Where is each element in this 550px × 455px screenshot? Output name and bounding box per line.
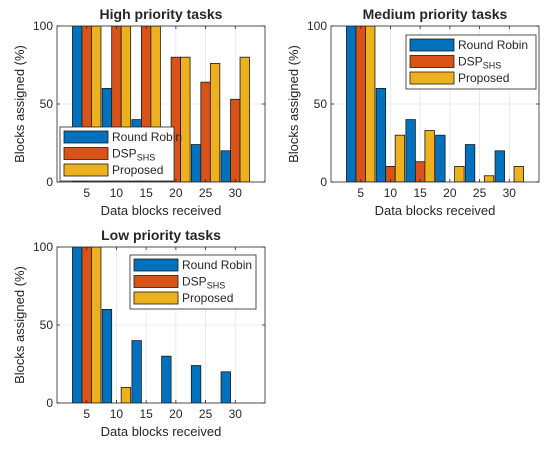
bar-proposed-10 (394, 134, 406, 182)
y-axis-label: Blocks assigned (%) (12, 45, 27, 163)
legend-swatch (133, 291, 179, 305)
chart-title: High priority tasks (100, 6, 223, 22)
bars (72, 26, 250, 182)
bar-round-robin-30 (494, 150, 505, 182)
chart-title: Medium priority tasks (363, 6, 508, 22)
x-tick-label: 25 (199, 186, 213, 200)
bar-round-robin-15 (405, 119, 416, 182)
bars (346, 26, 524, 182)
bar-dsp-5 (81, 247, 92, 403)
x-tick-label: 5 (83, 186, 90, 200)
bar-round-robin-20 (161, 355, 172, 403)
legend-swatch (409, 71, 455, 85)
legend-swatch (63, 163, 109, 177)
legend-label: Proposed (112, 163, 163, 177)
bar-round-robin-20 (435, 134, 446, 182)
bar-proposed-25 (209, 63, 221, 182)
x-tick-label: 20 (443, 186, 457, 200)
bar-dsp-5 (355, 26, 366, 182)
bar-round-robin-25 (464, 144, 476, 182)
x-axis-label: Data blocks received (101, 203, 222, 218)
y-tick-label: 50 (40, 318, 54, 332)
y-tick-label: 0 (46, 396, 53, 410)
legend-swatch (63, 147, 109, 160)
bar-round-robin-5 (72, 247, 83, 403)
bar-proposed-30 (513, 165, 524, 182)
x-axis-label: Data blocks received (375, 203, 496, 218)
bar-proposed-10 (120, 26, 132, 182)
x-tick-label: 20 (169, 186, 183, 200)
legend-label: Proposed (182, 291, 233, 305)
bar-round-robin-25 (190, 144, 202, 182)
legend-swatch (409, 55, 455, 68)
bars (72, 247, 231, 403)
x-tick-label: 15 (413, 186, 427, 200)
bar-proposed-5 (91, 26, 102, 182)
legend-label: Round Robin (182, 258, 252, 272)
chart-title: Low priority tasks (101, 227, 221, 243)
y-tick-label: 100 (33, 240, 53, 254)
x-axis-label: Data blocks received (101, 424, 222, 439)
x-tick-label: 5 (83, 407, 90, 421)
x-tick-label: 25 (199, 407, 213, 421)
panel-2: 5 10 15 20 25 30 0 50 100 Medium priority tasks Da… (286, 6, 540, 218)
x-tick-label: 5 (357, 186, 364, 200)
x-tick-label: 10 (110, 186, 124, 200)
x-tick-label: 30 (503, 186, 517, 200)
bar-dsp-30 (230, 98, 241, 182)
bar-round-robin-10 (375, 88, 387, 182)
y-tick-label: 100 (33, 19, 53, 33)
x-tick-label: 15 (139, 186, 153, 200)
x-tick-label: 30 (229, 407, 243, 421)
bar-proposed-20 (454, 165, 465, 182)
bar-round-robin-15 (131, 340, 142, 403)
legend-swatch (409, 38, 455, 52)
bar-proposed-10 (120, 386, 132, 403)
y-axis-label: Blocks assigned (%) (12, 266, 27, 384)
y-tick-label: 100 (307, 19, 327, 33)
legend-swatch (133, 258, 179, 272)
legend-swatch (133, 275, 179, 288)
panel-3: 5 10 15 20 25 30 0 50 100 Low priority tasks Data … (12, 227, 266, 439)
x-tick-label: 10 (384, 186, 398, 200)
y-tick-label: 50 (314, 97, 328, 111)
bar-proposed-20 (180, 56, 191, 182)
y-tick-label: 0 (46, 175, 53, 189)
bar-round-robin-30 (220, 150, 231, 182)
bar-proposed-30 (239, 56, 250, 182)
bar-proposed-5 (365, 26, 376, 182)
x-tick-label: 30 (229, 186, 243, 200)
bar-round-robin-25 (190, 365, 202, 403)
x-tick-label: 10 (110, 407, 124, 421)
panel-1: 5 10 15 20 25 30 0 50 100 High priority tasks Data… (12, 6, 266, 218)
x-tick-label: 25 (473, 186, 487, 200)
bar-proposed-5 (91, 247, 102, 403)
y-tick-label: 50 (40, 97, 54, 111)
bar-dsp-25 (200, 81, 211, 182)
legend-swatch (63, 130, 109, 144)
x-tick-label: 15 (139, 407, 153, 421)
legend-label: Proposed (458, 71, 509, 85)
y-axis-label: Blocks assigned (%) (286, 45, 301, 163)
x-tick-label: 20 (169, 407, 183, 421)
y-tick-label: 0 (320, 175, 327, 189)
bar-round-robin-10 (101, 308, 113, 403)
legend-label: Round Robin (112, 130, 182, 144)
legend-label: Round Robin (458, 38, 528, 52)
bar-proposed-15 (424, 130, 435, 182)
bar-round-robin-30 (220, 371, 231, 403)
bar-dsp-15 (414, 161, 426, 182)
bar-proposed-25 (483, 175, 495, 182)
bar-round-robin-5 (346, 26, 357, 182)
bar-proposed-15 (150, 26, 161, 182)
